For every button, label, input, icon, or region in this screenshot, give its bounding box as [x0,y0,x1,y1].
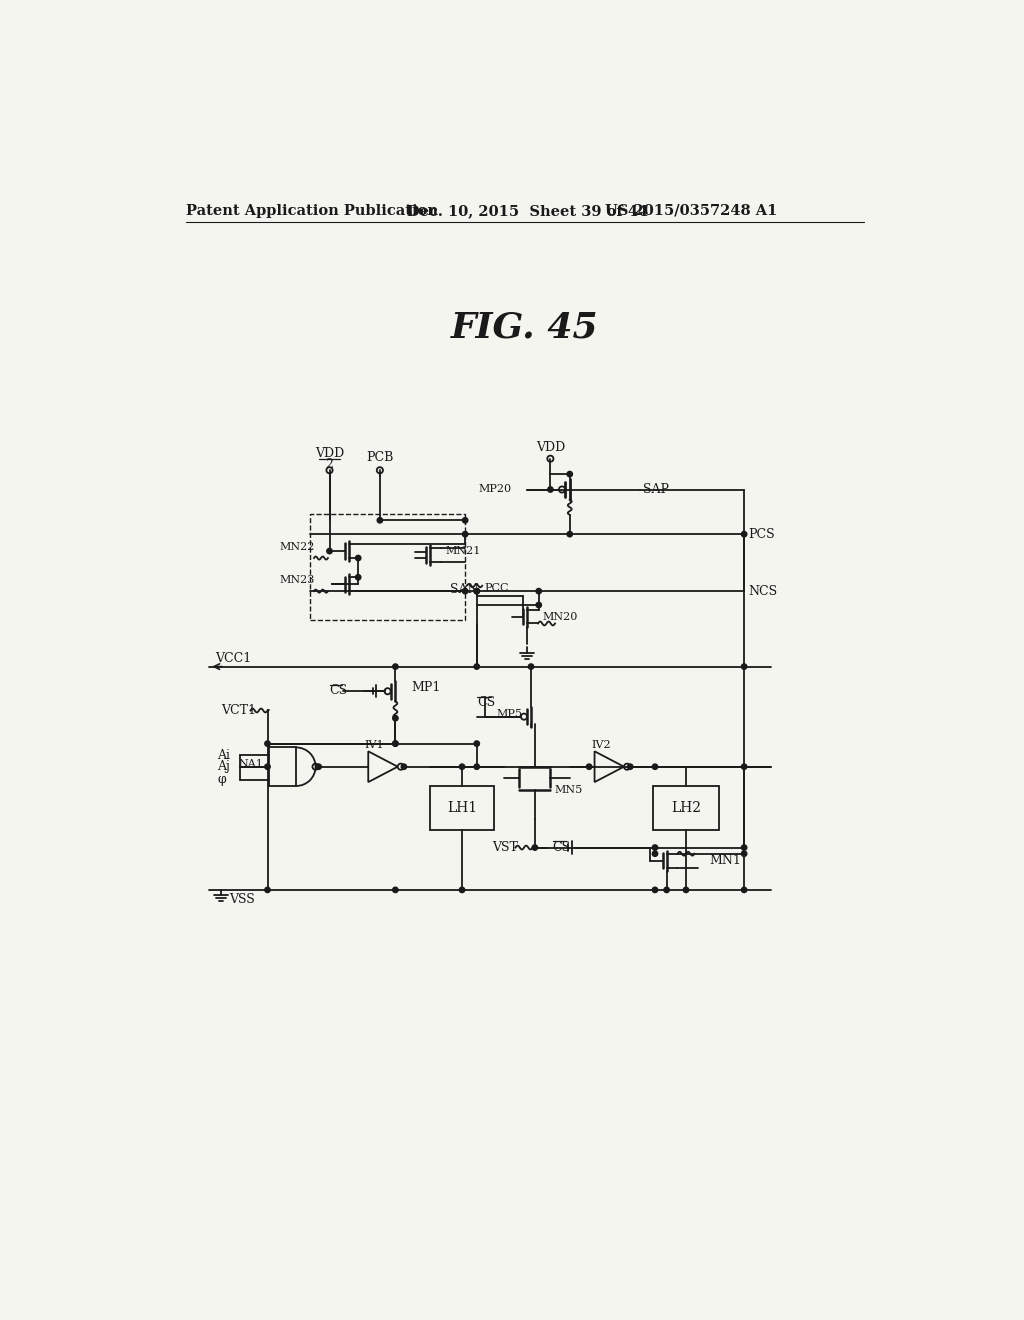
Circle shape [628,764,633,770]
Circle shape [392,715,398,721]
Circle shape [652,764,657,770]
Text: VDD: VDD [314,446,344,459]
Bar [653,785,719,830]
Text: CS: CS [477,696,495,709]
Circle shape [741,532,746,537]
Text: FIG. 45: FIG. 45 [451,310,599,345]
Text: IV1: IV1 [365,741,384,750]
Circle shape [548,487,553,492]
Text: VCC1: VCC1 [215,652,251,665]
Text: CS: CS [553,841,570,854]
Circle shape [401,764,407,770]
Text: Dec. 10, 2015  Sheet 39 of 44: Dec. 10, 2015 Sheet 39 of 44 [407,203,648,218]
Circle shape [741,887,746,892]
Text: SAP: SAP [643,483,670,496]
Text: IV2: IV2 [591,741,610,750]
Text: MP20: MP20 [478,484,512,495]
Circle shape [377,517,383,523]
Text: LH2: LH2 [671,801,701,814]
Circle shape [460,764,465,770]
Circle shape [316,764,322,770]
Circle shape [392,741,398,746]
Text: VDD: VDD [536,441,565,454]
Text: 2: 2 [326,458,334,471]
Text: Patent Application Publication: Patent Application Publication [186,203,438,218]
Text: MP5: MP5 [496,709,522,718]
Circle shape [463,589,468,594]
Text: NA1: NA1 [239,759,263,768]
Circle shape [536,602,542,607]
Circle shape [463,532,468,537]
Text: PCB: PCB [367,450,393,463]
Circle shape [265,741,270,746]
Circle shape [392,887,398,892]
Circle shape [683,887,689,892]
Text: LH1: LH1 [446,801,477,814]
Circle shape [474,741,479,746]
Text: NCS: NCS [748,585,777,598]
Circle shape [355,574,360,579]
Circle shape [392,741,398,746]
Circle shape [536,589,542,594]
Circle shape [463,517,468,523]
Circle shape [265,764,270,770]
Text: MN22: MN22 [280,543,314,552]
Text: VSS: VSS [228,892,255,906]
Text: VST: VST [493,841,518,854]
Bar [430,785,494,830]
Bar [310,515,465,620]
Text: US 2015/0357248 A1: US 2015/0357248 A1 [604,203,777,218]
Circle shape [741,845,746,850]
Circle shape [528,664,534,669]
Circle shape [567,471,572,477]
Text: PCS: PCS [748,528,774,541]
Circle shape [474,764,479,770]
Circle shape [265,887,270,892]
Bar [269,747,296,785]
Circle shape [474,664,479,669]
Text: MP1: MP1 [411,681,440,694]
Text: φ: φ [217,774,226,787]
Text: Aj: Aj [217,760,230,774]
Text: MN23: MN23 [280,576,314,585]
Circle shape [652,851,657,857]
Text: Ai: Ai [217,748,230,762]
Text: MN20: MN20 [543,611,578,622]
Text: SAN: SAN [450,583,478,597]
Text: PCC: PCC [484,583,509,593]
Circle shape [741,851,746,857]
Circle shape [460,887,465,892]
Circle shape [664,887,670,892]
Circle shape [741,664,746,669]
Circle shape [474,589,479,594]
Circle shape [567,532,572,537]
Text: MN5: MN5 [554,785,583,795]
Circle shape [474,589,479,594]
Circle shape [652,887,657,892]
Circle shape [741,764,746,770]
Text: VCT1: VCT1 [221,704,256,717]
Text: MN21: MN21 [445,546,481,556]
Circle shape [327,548,332,554]
Circle shape [355,556,360,561]
Text: MN1: MN1 [710,854,741,867]
Circle shape [392,664,398,669]
Circle shape [652,845,657,850]
Circle shape [532,845,538,850]
Circle shape [587,764,592,770]
Text: CS: CS [330,684,347,697]
